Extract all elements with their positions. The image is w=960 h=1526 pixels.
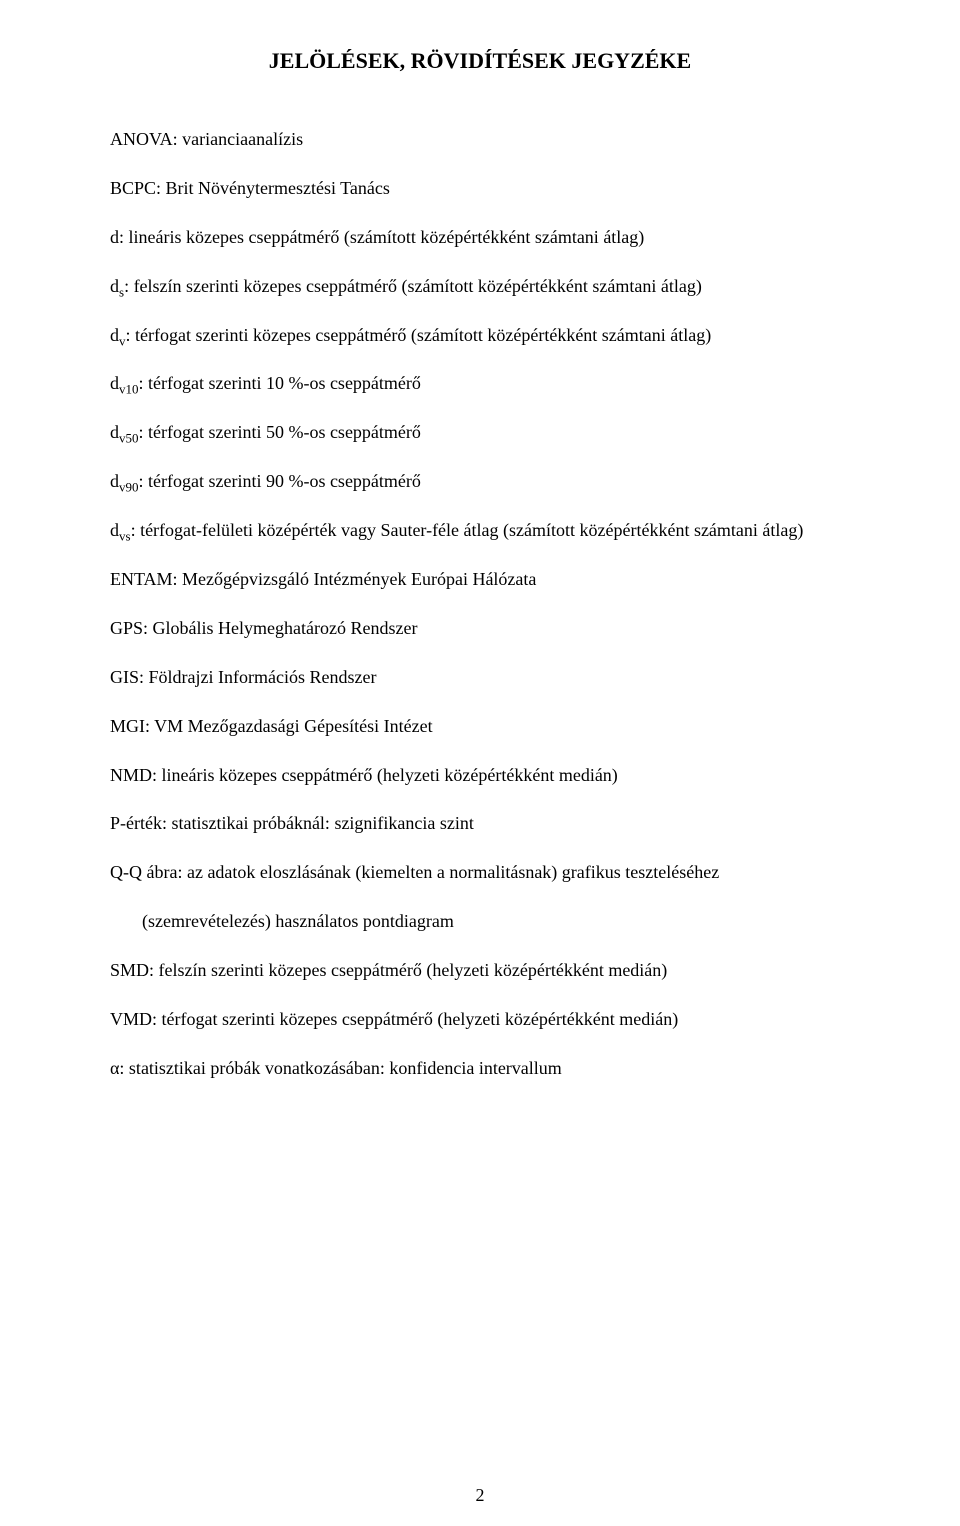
entry-dv10-pre: d (110, 373, 119, 393)
page-title: JELÖLÉSEK, RÖVIDÍTÉSEK JEGYZÉKE (110, 48, 850, 74)
entry-anova: ANOVA: varianciaanalízis (110, 126, 850, 154)
entry-gis: GIS: Földrajzi Információs Rendszer (110, 664, 850, 692)
entry-dv90-sub: v90 (119, 480, 139, 495)
entry-dv-post: : térfogat szerinti közepes cseppátmérő … (126, 325, 712, 345)
entry-qq-line1: Q-Q ábra: az adatok eloszlásának (kiemel… (110, 859, 850, 887)
entry-dv10: dv10: térfogat szerinti 10 %-os cseppátm… (110, 370, 850, 398)
entry-alpha: α: statisztikai próbák vonatkozásában: k… (110, 1055, 850, 1083)
entry-dv90: dv90: térfogat szerinti 90 %-os cseppátm… (110, 468, 850, 496)
entry-pertek: P-érték: statisztikai próbáknál: szignif… (110, 810, 850, 838)
entry-dv10-sub: v10 (119, 382, 139, 397)
entry-ds-pre: d (110, 276, 119, 296)
entry-dv: dv: térfogat szerinti közepes cseppátmér… (110, 322, 850, 350)
entry-ds-post: : felszín szerinti közepes cseppátmérő (… (124, 276, 702, 296)
entry-vmd: VMD: térfogat szerinti közepes cseppátmé… (110, 1006, 850, 1034)
entry-mgi: MGI: VM Mezőgazdasági Gépesítési Intézet (110, 713, 850, 741)
entry-gps: GPS: Globális Helymeghatározó Rendszer (110, 615, 850, 643)
entry-dv-pre: d (110, 325, 119, 345)
entry-ds: ds: felszín szerinti közepes cseppátmérő… (110, 273, 850, 301)
entry-qq-line2: (szemrevételezés) használatos pontdiagra… (110, 908, 850, 936)
page-number: 2 (0, 1485, 960, 1506)
entry-bcpc: BCPC: Brit Növénytermesztési Tanács (110, 175, 850, 203)
entry-dvs-pre: d (110, 520, 119, 540)
entry-dv90-pre: d (110, 471, 119, 491)
entry-dv50-post: : térfogat szerinti 50 %-os cseppátmérő (139, 422, 421, 442)
entry-smd: SMD: felszín szerinti közepes cseppátmér… (110, 957, 850, 985)
entry-dv50: dv50: térfogat szerinti 50 %-os cseppátm… (110, 419, 850, 447)
document-page: JELÖLÉSEK, RÖVIDÍTÉSEK JEGYZÉKE ANOVA: v… (0, 0, 960, 1526)
entry-d: d: lineáris közepes cseppátmérő (számíto… (110, 224, 850, 252)
entry-dv50-pre: d (110, 422, 119, 442)
entry-dv50-sub: v50 (119, 431, 139, 446)
entry-dvs-sub: vs (119, 529, 131, 544)
entry-nmd: NMD: lineáris közepes cseppátmérő (helyz… (110, 762, 850, 790)
entry-dv10-post: : térfogat szerinti 10 %-os cseppátmérő (139, 373, 421, 393)
entry-dvs: dvs: térfogat-felületi középérték vagy S… (110, 517, 850, 545)
entry-dvs-post: : térfogat-felületi középérték vagy Saut… (131, 520, 804, 540)
entry-entam: ENTAM: Mezőgépvizsgáló Intézmények Európ… (110, 566, 850, 594)
entry-dv90-post: : térfogat szerinti 90 %-os cseppátmérő (139, 471, 421, 491)
